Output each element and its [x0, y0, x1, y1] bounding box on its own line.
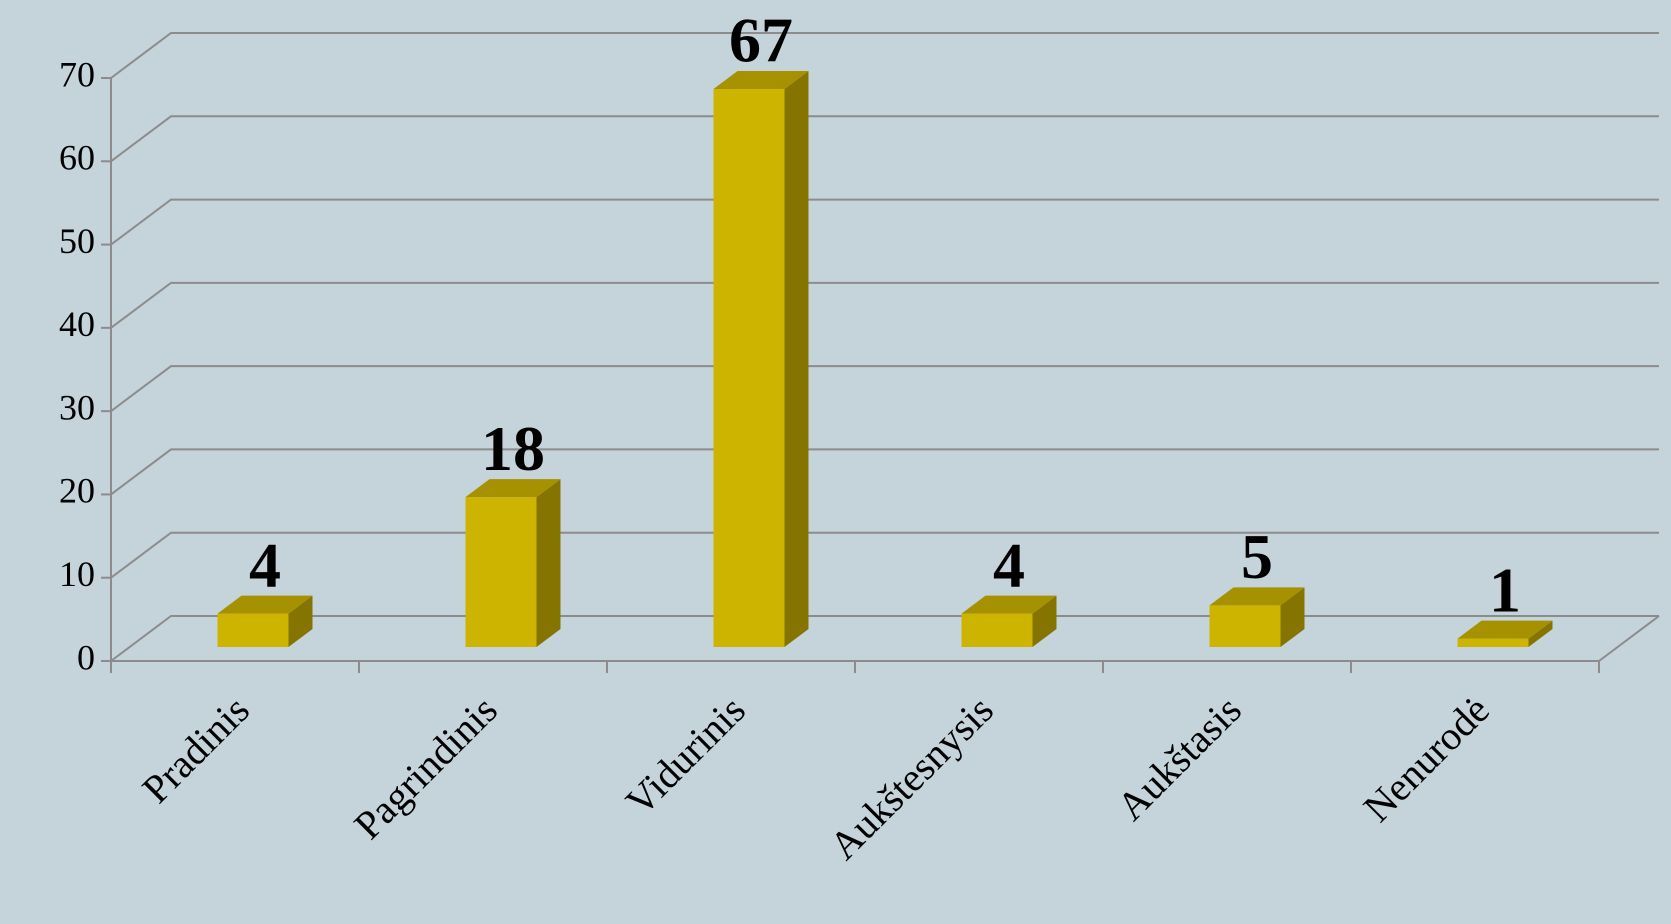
value-label: 4	[249, 529, 281, 600]
y-tick-label: 30	[59, 387, 95, 427]
bar-face	[1209, 605, 1281, 647]
bar-face	[1457, 620, 1553, 639]
grid-line	[110, 115, 1659, 163]
grid-line	[110, 198, 1659, 246]
y-tick-label: 40	[59, 304, 95, 344]
bar	[713, 70, 809, 647]
grid-line	[110, 615, 1659, 662]
x-tick-label: Vidurinis	[617, 687, 754, 824]
bar-face	[1032, 595, 1057, 647]
y-tick-label: 60	[59, 138, 95, 178]
bar-face	[288, 595, 313, 647]
bar-face	[713, 70, 809, 89]
x-tick-label: Pradinis	[133, 687, 258, 812]
grid-line	[110, 281, 1659, 329]
bar-face	[465, 479, 561, 498]
bar-face	[465, 497, 537, 647]
bar	[1457, 620, 1553, 647]
grid-line	[110, 365, 1659, 412]
y-tick-label: 20	[59, 471, 95, 511]
grid-line	[110, 531, 1659, 579]
x-tick-label: Pagrindinis	[345, 687, 506, 848]
bar	[1209, 587, 1305, 647]
bar-face	[1528, 620, 1553, 647]
bar-face	[536, 479, 561, 647]
bar-face	[713, 88, 785, 647]
x-tick-label: Aukštesnysis	[821, 687, 1002, 868]
bar-face	[961, 613, 1033, 647]
grid-line	[110, 32, 1659, 79]
value-label: 67	[729, 5, 793, 76]
y-tick-label: 10	[59, 554, 95, 594]
x-tick-label: Aukštasis	[1108, 687, 1250, 829]
bar-face	[784, 70, 809, 647]
bar	[961, 595, 1057, 647]
bar	[465, 479, 561, 647]
x-tick-label: Nenurodė	[1355, 687, 1498, 830]
grid-line	[110, 448, 1659, 496]
bar-face	[217, 595, 313, 614]
bar	[217, 595, 313, 647]
y-tick-label: 50	[59, 221, 95, 261]
bar-face	[1457, 638, 1529, 647]
bar-face	[961, 595, 1057, 614]
bar-face	[1209, 587, 1305, 606]
bar-face	[1280, 587, 1305, 647]
value-label: 5	[1241, 521, 1273, 592]
y-tick-label: 70	[59, 54, 95, 94]
value-label: 18	[481, 413, 545, 484]
bar-face	[217, 613, 289, 647]
value-label: 1	[1489, 554, 1521, 625]
value-label: 4	[993, 529, 1025, 600]
floor	[1598, 615, 1660, 662]
y-tick-label: 0	[77, 637, 95, 677]
